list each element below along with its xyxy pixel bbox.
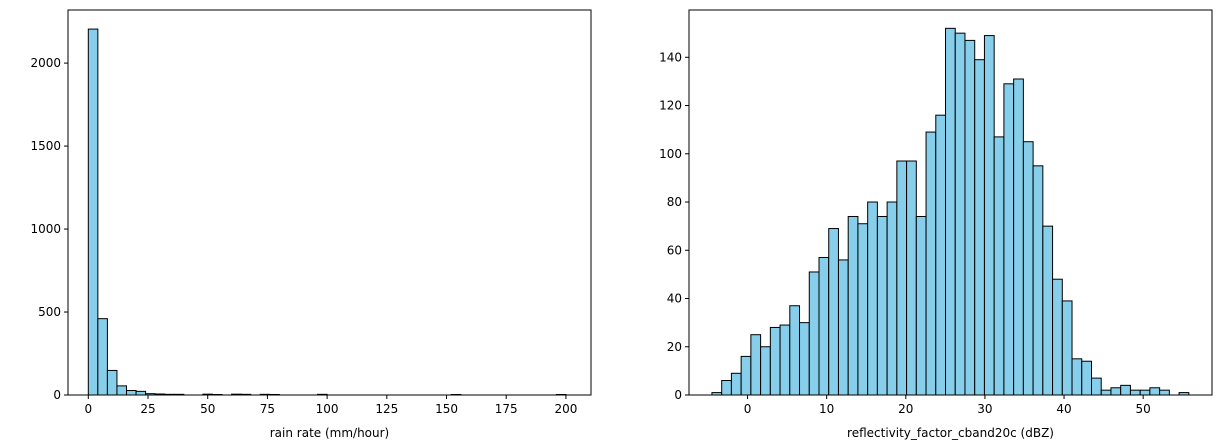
histogram-bar <box>799 322 810 396</box>
x-tick-label: 150 <box>435 402 458 416</box>
histogram-bar <box>964 39 976 396</box>
histogram-bar <box>116 385 128 396</box>
x-tick-label: 0 <box>744 402 752 416</box>
histogram-bar <box>1090 377 1102 396</box>
histogram-bar <box>769 326 781 396</box>
histogram-bar <box>837 259 849 396</box>
histogram-bar <box>847 215 859 396</box>
histogram-bar <box>1100 389 1112 396</box>
axes-frame <box>67 9 592 396</box>
x-tick-label: 100 <box>316 402 339 416</box>
histogram-bar <box>1052 278 1063 396</box>
histogram-bar <box>740 355 752 396</box>
x-axis-label: rain rate (mm/hour) <box>270 426 390 440</box>
histogram-bar <box>1042 225 1054 396</box>
histogram-bar <box>867 201 878 396</box>
histogram-bar <box>1061 300 1073 396</box>
histogram-bar <box>1081 360 1092 396</box>
y-tick-label: 100 <box>659 147 682 161</box>
histogram-bar <box>135 390 147 396</box>
y-tick-label: 2000 <box>30 56 61 70</box>
histogram-bar <box>974 59 985 396</box>
histogram-bar <box>1003 83 1015 396</box>
bars <box>711 27 1190 396</box>
histogram-bar <box>1110 387 1122 396</box>
x-tick-label: 30 <box>977 402 992 416</box>
y-tick-label: 120 <box>659 99 682 113</box>
histogram-bar <box>1159 389 1170 396</box>
x-tick-label: 20 <box>898 402 913 416</box>
y-tick-label: 0 <box>674 388 682 402</box>
histogram-bar <box>1139 389 1151 396</box>
histogram-bar <box>97 318 108 396</box>
histogram-bar <box>828 228 839 396</box>
histogram-bar <box>896 160 908 396</box>
histogram-bar <box>945 27 956 396</box>
histogram-bar <box>1013 78 1024 396</box>
bars <box>87 28 567 396</box>
x-tick-label: 25 <box>140 402 155 416</box>
histogram-bar <box>1022 141 1034 396</box>
histogram-bar <box>1149 387 1161 396</box>
histogram-bar <box>993 136 1005 396</box>
y-tick-label: 140 <box>659 50 682 64</box>
histogram-bar <box>87 28 99 396</box>
histogram-bar <box>906 160 917 396</box>
y-tick-label: 500 <box>38 305 61 319</box>
histogram-bar <box>760 346 771 396</box>
histogram-bar <box>1071 358 1083 396</box>
y-tick-label: 0 <box>53 388 61 402</box>
histogram-bar <box>808 271 820 396</box>
histogram-bar <box>925 131 937 396</box>
histogram-bar <box>935 114 947 396</box>
histogram-bar <box>1129 389 1141 396</box>
histogram-bar <box>721 380 732 396</box>
x-tick-label: 175 <box>495 402 518 416</box>
histogram-bar <box>750 334 762 396</box>
histogram-bar <box>1032 165 1044 396</box>
y-tick-label: 1000 <box>30 222 61 236</box>
x-tick-label: 0 <box>84 402 92 416</box>
histogram-bar <box>779 324 791 396</box>
x-tick-label: 40 <box>1056 402 1071 416</box>
x-tick-label: 200 <box>554 402 577 416</box>
histogram-bar <box>857 223 869 396</box>
y-tick-label: 60 <box>667 243 682 257</box>
reflectivity-histogram: 0 10 20 30 40 50 0 20 40 60 80 100 120 140 reflectivit… <box>659 9 1213 440</box>
y-tick-label: 1500 <box>30 139 61 153</box>
histogram-bar <box>789 305 801 396</box>
x-tick-label: 10 <box>819 402 834 416</box>
x-tick-label: 125 <box>375 402 398 416</box>
x-tick-label: 50 <box>1136 402 1151 416</box>
histogram-bar <box>876 215 888 396</box>
rain-rate-histogram: 0 25 50 75 100 125 150 175 2000500100015002000ra… <box>30 9 592 440</box>
x-tick-label: 75 <box>260 402 275 416</box>
histogram-bar <box>106 369 118 396</box>
histogram-bar <box>915 215 927 396</box>
histogram-bar <box>983 35 995 396</box>
histogram-bar <box>126 390 137 396</box>
histogram-bar <box>886 201 898 396</box>
y-tick-label: 20 <box>667 340 682 354</box>
x-tick-label: 50 <box>200 402 215 416</box>
histogram-bar <box>730 372 742 396</box>
x-axis-label: reflectivity_factor_cband20c (dBZ) <box>847 426 1054 440</box>
y-tick-label: 80 <box>667 195 682 209</box>
histogram-bar <box>818 257 830 396</box>
y-tick-label: 40 <box>667 292 682 306</box>
histogram-bar <box>954 32 966 396</box>
histogram-bar <box>1120 384 1131 396</box>
